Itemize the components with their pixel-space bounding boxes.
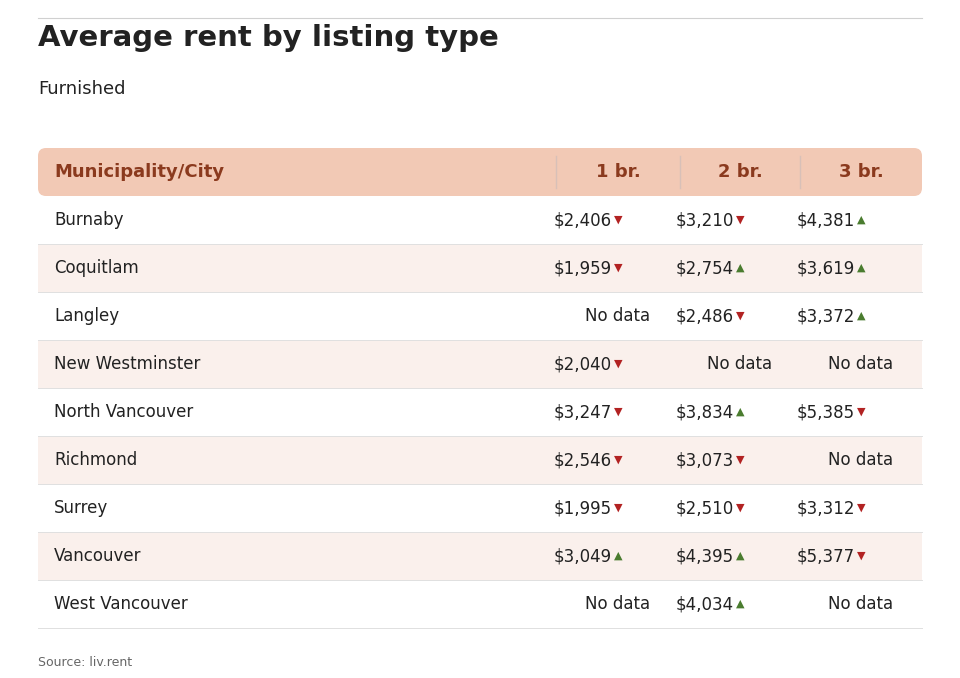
Bar [38,196,922,244]
Text: 2 br.: 2 br. [718,163,762,181]
Text: Municipality/City: Municipality/City [54,163,224,181]
Text: $3,312: $3,312 [797,499,855,517]
Text: $5,377: $5,377 [797,547,855,565]
Text: Burnaby: Burnaby [54,211,124,229]
Text: ▲: ▲ [736,263,745,273]
Text: ▼: ▼ [614,407,622,417]
Text: ▼: ▼ [614,455,622,465]
Text: $4,395: $4,395 [676,547,734,565]
Text: $2,040: $2,040 [554,355,612,373]
Text: No data: No data [708,355,773,373]
Text: Vancouver: Vancouver [54,547,141,565]
Text: ▼: ▼ [736,215,745,225]
Text: $2,406: $2,406 [554,211,612,229]
Text: $2,510: $2,510 [676,499,734,517]
Text: $5,385: $5,385 [797,403,855,421]
Text: No data: No data [586,595,651,613]
Text: Coquitlam: Coquitlam [54,259,139,277]
Text: North Vancouver: North Vancouver [54,403,193,421]
Text: ▲: ▲ [736,599,745,609]
Text: $1,959: $1,959 [554,259,612,277]
Text: ▼: ▼ [857,503,866,513]
Text: Langley: Langley [54,307,119,325]
Text: New Westminster: New Westminster [54,355,201,373]
Text: Surrey: Surrey [54,499,108,517]
Text: ▼: ▼ [857,407,866,417]
Bar [38,436,922,484]
Text: West Vancouver: West Vancouver [54,595,188,613]
Text: ▼: ▼ [614,359,622,369]
Bar [38,292,922,340]
Text: $3,834: $3,834 [676,403,734,421]
Text: ▲: ▲ [614,551,622,561]
Bar [38,388,922,436]
Text: No data: No data [586,307,651,325]
Text: ▲: ▲ [857,263,866,273]
Text: No data: No data [828,595,894,613]
Text: $3,210: $3,210 [676,211,734,229]
Text: ▼: ▼ [857,551,866,561]
Text: Richmond: Richmond [54,451,137,469]
Text: No data: No data [828,355,894,373]
Text: $2,486: $2,486 [676,307,734,325]
Text: Furnished: Furnished [38,80,126,98]
Bar [38,340,922,388]
Text: ▼: ▼ [736,455,745,465]
Text: $1,995: $1,995 [554,499,612,517]
Text: $4,381: $4,381 [797,211,855,229]
Text: ▲: ▲ [736,551,745,561]
Text: ▼: ▼ [614,503,622,513]
Text: ▼: ▼ [736,503,745,513]
Text: ▼: ▼ [614,215,622,225]
Text: No data: No data [828,451,894,469]
Text: $2,546: $2,546 [554,451,612,469]
Text: Source: liv.rent: Source: liv.rent [38,656,132,669]
Text: ▲: ▲ [857,215,866,225]
Bar [38,580,922,628]
Text: $3,073: $3,073 [676,451,734,469]
Text: $3,619: $3,619 [797,259,855,277]
FancyBboxPatch shape [38,148,922,196]
Bar [38,532,922,580]
Text: $3,372: $3,372 [797,307,855,325]
Text: Average rent by listing type: Average rent by listing type [38,24,499,52]
Text: $2,754: $2,754 [676,259,734,277]
Text: 1 br.: 1 br. [595,163,640,181]
Text: ▼: ▼ [614,263,622,273]
Text: $3,247: $3,247 [554,403,612,421]
Text: ▲: ▲ [736,407,745,417]
Text: ▼: ▼ [736,311,745,321]
Text: $4,034: $4,034 [676,595,734,613]
Text: 3 br.: 3 br. [839,163,883,181]
Text: ▲: ▲ [857,311,866,321]
Bar [38,244,922,292]
Bar [38,484,922,532]
Text: $3,049: $3,049 [554,547,612,565]
